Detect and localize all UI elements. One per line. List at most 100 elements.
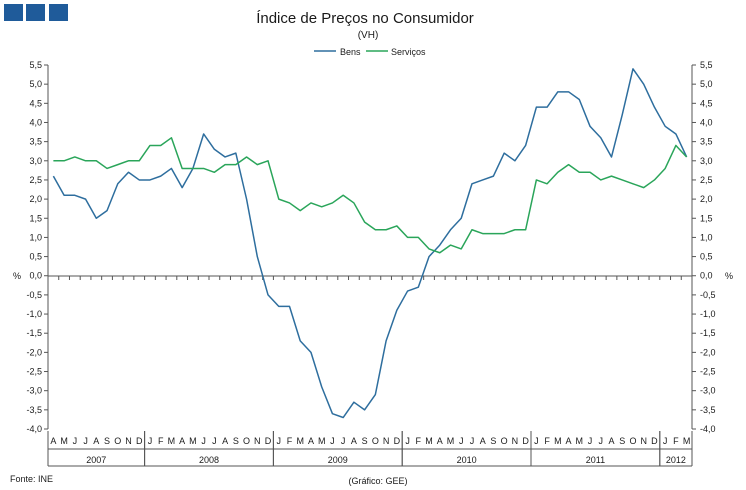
legend-label-bens: Bens	[340, 47, 361, 57]
series-line-servicos	[53, 137, 688, 254]
y-tick-label-left: 2,0	[29, 194, 42, 204]
logo-block-1	[4, 4, 23, 21]
month-label: N	[125, 436, 132, 446]
month-label: A	[50, 436, 56, 446]
y-tick-label-left: -4,0	[26, 424, 42, 434]
y-tick-label-right: 1,5	[700, 213, 713, 223]
month-label: A	[351, 436, 357, 446]
month-label: M	[425, 436, 433, 446]
month-label: D	[394, 436, 401, 446]
y-tick-label-right: -1,5	[700, 328, 716, 338]
credit-note: (Gráfico: GEE)	[348, 476, 407, 486]
year-label: 2010	[457, 455, 477, 465]
y-tick-label-left: 3,5	[29, 137, 42, 147]
month-label: J	[663, 436, 668, 446]
month-label: A	[608, 436, 614, 446]
logo-block-3	[49, 4, 68, 21]
y-tick-label-right: 2,5	[700, 175, 713, 185]
month-label: M	[447, 436, 455, 446]
month-label: F	[544, 436, 550, 446]
month-label: J	[148, 436, 153, 446]
month-label: J	[588, 436, 593, 446]
year-label: 2009	[328, 455, 348, 465]
y-tick-label-right: 4,5	[700, 98, 713, 108]
month-label: A	[566, 436, 572, 446]
month-label: F	[673, 436, 679, 446]
month-label: M	[554, 436, 562, 446]
y-tick-label-right: 2,0	[700, 194, 713, 204]
y-tick-label-left: 0,5	[29, 252, 42, 262]
month-label: A	[437, 436, 443, 446]
y-tick-label-left: 5,5	[29, 60, 42, 70]
month-label: S	[619, 436, 625, 446]
year-label: 2012	[666, 455, 686, 465]
month-label: J	[73, 436, 78, 446]
y-tick-label-right: -0,5	[700, 290, 716, 300]
month-label: M	[296, 436, 304, 446]
y-tick-label-right: -1,0	[700, 309, 716, 319]
month-label: N	[254, 436, 261, 446]
y-tick-label-left: 2,5	[29, 175, 42, 185]
y-tick-label-left: 1,5	[29, 213, 42, 223]
month-label: J	[83, 436, 88, 446]
month-label: S	[490, 436, 496, 446]
month-label: N	[383, 436, 390, 446]
y-tick-label-left: -1,5	[26, 328, 42, 338]
month-label: M	[168, 436, 176, 446]
y-tick-label-left: 4,5	[29, 98, 42, 108]
year-label: 2008	[199, 455, 219, 465]
month-label: D	[136, 436, 143, 446]
month-label: J	[470, 436, 475, 446]
month-label: O	[629, 436, 636, 446]
month-label: D	[522, 436, 529, 446]
month-label: M	[60, 436, 68, 446]
y-tick-label-right: -3,5	[700, 405, 716, 415]
month-label: J	[341, 436, 346, 446]
y-tick-label-left: 3,0	[29, 156, 42, 166]
y-tick-label-left: 5,0	[29, 79, 42, 89]
month-label: O	[501, 436, 508, 446]
month-label: A	[308, 436, 314, 446]
year-label: 2007	[86, 455, 106, 465]
y-tick-label-right: 0,0	[700, 271, 713, 281]
month-label: D	[265, 436, 272, 446]
month-label: M	[318, 436, 326, 446]
legend: Bens Serviços	[314, 47, 426, 57]
month-label: J	[201, 436, 206, 446]
y-tick-label-right: 1,0	[700, 232, 713, 242]
month-label: M	[683, 436, 691, 446]
month-label: O	[372, 436, 379, 446]
y-tick-label-left: -1,0	[26, 309, 42, 319]
month-label: O	[243, 436, 250, 446]
month-label: M	[576, 436, 584, 446]
y-tick-label-right: -3,0	[700, 386, 716, 396]
series-line-bens	[52, 68, 688, 419]
legend-label-servicos: Serviços	[391, 47, 426, 57]
logo-block-2	[26, 4, 45, 21]
month-label: J	[534, 436, 539, 446]
month-label: J	[405, 436, 410, 446]
year-label: 2011	[586, 455, 605, 465]
month-label: N	[512, 436, 519, 446]
y-tick-label-right: 3,0	[700, 156, 713, 166]
month-label: J	[277, 436, 282, 446]
month-label: D	[651, 436, 658, 446]
month-label: S	[233, 436, 239, 446]
y-tick-label-left: -2,5	[26, 367, 42, 377]
month-label: M	[189, 436, 197, 446]
month-label: A	[93, 436, 99, 446]
month-label: J	[599, 436, 604, 446]
month-label: J	[459, 436, 464, 446]
axes: -4,0 -4,0 -3,5 -3,5 -3,0 -3,0 -2,5 -2,5 -2,0 -2,0…	[26, 60, 716, 467]
month-label: F	[158, 436, 164, 446]
y-tick-label-left: 1,0	[29, 232, 42, 242]
y-tick-label-right: -2,0	[700, 347, 716, 357]
y-tick-label-left: -3,5	[26, 405, 42, 415]
y-tick-label-right: 5,0	[700, 79, 713, 89]
y-tick-label-right: 3,5	[700, 137, 713, 147]
y-tick-label-left: 4,0	[29, 117, 42, 127]
chart-title: Índice de Preços no Consumidor	[256, 10, 474, 27]
source-note: Fonte: INE	[10, 474, 53, 484]
month-label: S	[104, 436, 110, 446]
